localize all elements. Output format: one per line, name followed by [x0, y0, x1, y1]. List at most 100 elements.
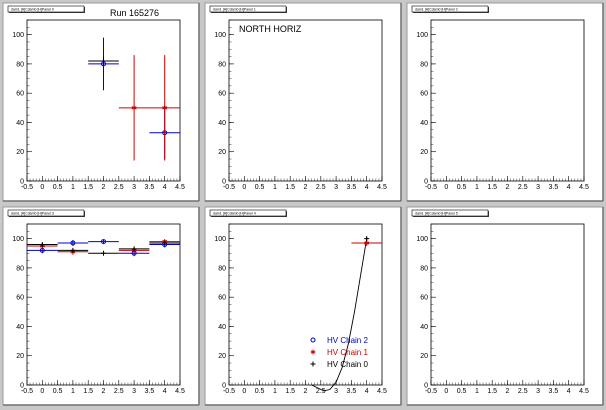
y-tick-label: 60: [218, 295, 226, 302]
x-tick-label: -0.5: [425, 184, 437, 191]
x-tick-label: 4: [567, 184, 571, 191]
x-tick-label: 4: [365, 184, 369, 191]
pad-background: [406, 206, 604, 406]
cross-marker: [131, 246, 137, 252]
data-layer: [88, 37, 180, 161]
y-tick-label: 20: [420, 353, 428, 360]
x-tick-label: 4.5: [377, 388, 387, 395]
x-tick-label: 3.5: [549, 184, 559, 191]
x-tick-label: 2: [304, 184, 308, 191]
x-tick-label: 2: [304, 388, 308, 395]
x-tick-label: 1.5: [83, 388, 93, 395]
panel-5: dam1 [H]Cdam0 [H]Panel 4-0.5 0 0.5 1 1.5 2 2.5…: [204, 206, 402, 406]
x-tick-label: 2.5: [316, 388, 326, 395]
x-tick-label: 0.5: [255, 388, 265, 395]
data-point: [149, 240, 180, 246]
x-tick-label: 0.5: [457, 184, 467, 191]
x-tick-label: 4: [163, 184, 167, 191]
title-tab: [7, 209, 85, 217]
x-tick-label: 2.5: [114, 388, 124, 395]
title-tab-text: dam1 [H]Cdam0 [H]Panel 1: [213, 8, 256, 12]
x-tick-label: 0.5: [53, 388, 63, 395]
legend: HV Chain 2 HV Chain 1 HV Chain 0: [310, 336, 368, 369]
x-tick-label: 1.5: [487, 184, 497, 191]
pad-background: [204, 2, 402, 202]
x-tick-label: 0: [40, 184, 44, 191]
x-tick-label: 2: [506, 388, 510, 395]
y-tick-label: 20: [218, 149, 226, 156]
circle-marker: [70, 240, 76, 246]
y-tick-label: 60: [218, 91, 226, 98]
cross-marker: [101, 58, 106, 64]
x-tick-label: 1.5: [285, 184, 295, 191]
y-tick-label: 60: [420, 91, 428, 98]
star-marker: [364, 240, 370, 246]
star-stroke: [131, 106, 137, 110]
data-layer: [27, 239, 180, 257]
y-tick-label: 60: [16, 91, 24, 98]
data-point: [149, 55, 180, 161]
y-tick-label: 20: [16, 149, 24, 156]
x-tick-label: -0.5: [223, 184, 235, 191]
y-tick-label: 20: [420, 149, 428, 156]
x-tick-label: 4.5: [579, 388, 589, 395]
title-tab: [7, 5, 85, 13]
pad-background: [2, 206, 200, 406]
x-tick-label: 3.5: [145, 388, 155, 395]
title-tab: [209, 209, 287, 217]
title-tab: [209, 5, 287, 13]
y-tick-label: 100: [12, 32, 24, 39]
panel-label: Run 165276: [110, 8, 159, 18]
star-marker: [162, 105, 168, 111]
data-point: [118, 246, 150, 252]
x-tick-label: 2.5: [316, 184, 326, 191]
x-tick-label: 3: [536, 184, 540, 191]
data-point: [364, 236, 370, 242]
y-tick-label: 100: [416, 236, 428, 243]
x-tick-label: -0.5: [223, 388, 235, 395]
title-tab-text: dam1 [H]Cdam0 [H]Panel 0: [11, 8, 54, 12]
x-tick-label: 0.5: [255, 184, 265, 191]
panel-1: dam1 [H]Cdam0 [H]Panel 0-0.5 0 0.5 1 1.5 2 2.5…: [2, 2, 200, 202]
x-tick-label: -0.5: [21, 184, 33, 191]
y-tick-label: 80: [420, 265, 428, 272]
star-stroke: [364, 241, 370, 245]
panel-6: dam1 [H]Cdam0 [H]Panel 5-0.5 0 0.5 1 1.5 2 2.5…: [406, 206, 604, 406]
cross-marker: [39, 241, 45, 247]
x-tick-label: 2.5: [114, 184, 124, 191]
x-tick-label: 3.5: [549, 388, 559, 395]
x-tick-label: 3: [334, 184, 338, 191]
x-tick-label: 1.5: [487, 388, 497, 395]
y-tick-label: 100: [416, 32, 428, 39]
y-tick-label: 0: [424, 383, 428, 390]
x-tick-label: 1: [475, 184, 479, 191]
x-tick-label: 4: [365, 388, 369, 395]
x-tick-label: 2: [102, 388, 106, 395]
x-tick-label: 3: [536, 388, 540, 395]
x-tick-label: 0: [444, 388, 448, 395]
x-tick-label: 1: [71, 184, 75, 191]
panel-3: dam1 [H]Cdam0 [H]Panel 2-0.5 0 0.5 1 1.5 2 2.5…: [406, 2, 604, 202]
data-point: [118, 55, 150, 161]
y-tick-label: 100: [12, 236, 24, 243]
data-point: [27, 241, 58, 247]
title-tab-text: dam1 [H]Cdam0 [H]Panel 5: [415, 212, 458, 216]
data-point: [57, 247, 89, 253]
y-tick-label: 80: [16, 61, 24, 68]
x-tick-label: 1: [273, 184, 277, 191]
x-tick-label: -0.5: [21, 388, 33, 395]
x-tick-label: 0.5: [457, 388, 467, 395]
cross-marker: [70, 247, 76, 253]
x-tick-label: 3: [132, 388, 136, 395]
x-tick-label: 4.5: [579, 184, 589, 191]
x-tick-label: 2.5: [518, 184, 528, 191]
x-tick-label: 0: [242, 388, 246, 395]
y-tick-label: 100: [214, 32, 226, 39]
x-tick-label: 1.5: [285, 388, 295, 395]
title-tab: [411, 5, 489, 13]
x-tick-label: 4.5: [377, 184, 387, 191]
x-tick-label: 4.5: [175, 184, 185, 191]
y-tick-label: 80: [16, 265, 24, 272]
y-tick-label: 40: [218, 324, 226, 331]
